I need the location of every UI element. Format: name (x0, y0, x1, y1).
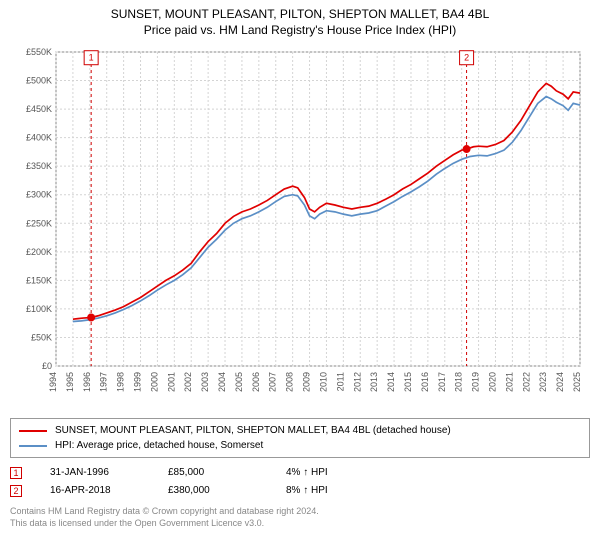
legend-label: HPI: Average price, detached house, Some… (55, 438, 263, 453)
line-chart-svg: £0 £50K £100K £150K £200K £250K £300K £350K £400… (10, 42, 588, 412)
x-tick-label: 2025 (572, 372, 582, 392)
marker-table: 1 31-JAN-1996 £85,000 4% ↑ HPI 2 16-APR-2018 £… (10, 464, 590, 500)
x-tick-label: 2019 (471, 372, 481, 392)
marker-number: 2 (464, 53, 469, 63)
x-tick-label: 2014 (386, 372, 396, 392)
footer-attribution: Contains HM Land Registry data © Crown c… (10, 506, 590, 529)
x-tick-label: 1995 (65, 372, 75, 392)
x-tick-label: 1998 (116, 372, 126, 392)
marker-table-date: 31-JAN-1996 (50, 464, 140, 482)
y-tick-label: £200K (26, 247, 52, 257)
marker-number: 1 (89, 53, 94, 63)
marker-dot (463, 145, 471, 153)
x-tick-label: 2006 (251, 372, 261, 392)
chart-area: £0 £50K £100K £150K £200K £250K £300K £350K £400… (10, 42, 588, 412)
marker-table-price: £85,000 (168, 464, 258, 482)
x-tick-label: 2023 (538, 372, 548, 392)
x-tick-label: 1994 (48, 372, 58, 392)
x-tick-label: 2000 (149, 372, 159, 392)
legend-swatch (19, 445, 47, 447)
marker-table-row: 1 31-JAN-1996 £85,000 4% ↑ HPI (10, 464, 590, 482)
x-tick-label: 2017 (437, 372, 447, 392)
title-line-1: SUNSET, MOUNT PLEASANT, PILTON, SHEPTON … (10, 6, 590, 22)
legend-swatch (19, 430, 47, 432)
x-tick-label: 2018 (454, 372, 464, 392)
x-tick-label: 2021 (504, 372, 514, 392)
x-tick-label: 2012 (352, 372, 362, 392)
legend-row: SUNSET, MOUNT PLEASANT, PILTON, SHEPTON … (19, 423, 581, 438)
y-tick-label: £100K (26, 304, 52, 314)
x-tick-label: 2016 (420, 372, 430, 392)
marker-dot (87, 314, 95, 322)
x-tick-label: 1996 (82, 372, 92, 392)
x-tick-label: 2009 (302, 372, 312, 392)
footer-line-2: This data is licensed under the Open Gov… (10, 518, 590, 530)
y-tick-label: £500K (26, 76, 52, 86)
y-tick-label: £0 (42, 361, 52, 371)
x-tick-label: 2022 (521, 372, 531, 392)
x-tick-label: 1999 (133, 372, 143, 392)
x-tick-label: 2015 (403, 372, 413, 392)
marker-table-num: 2 (10, 485, 22, 497)
x-tick-label: 1997 (99, 372, 109, 392)
x-tick-label: 2024 (555, 372, 565, 392)
y-tick-label: £250K (26, 219, 52, 229)
legend-box: SUNSET, MOUNT PLEASANT, PILTON, SHEPTON … (10, 418, 590, 458)
x-tick-label: 2001 (166, 372, 176, 392)
x-tick-label: 2003 (200, 372, 210, 392)
x-tick-label: 2020 (487, 372, 497, 392)
y-tick-label: £150K (26, 276, 52, 286)
x-tick-label: 2010 (318, 372, 328, 392)
legend-row: HPI: Average price, detached house, Some… (19, 438, 581, 453)
x-tick-label: 2002 (183, 372, 193, 392)
y-tick-label: £400K (26, 133, 52, 143)
y-tick-label: £300K (26, 190, 52, 200)
x-tick-label: 2011 (335, 372, 345, 391)
chart-container: SUNSET, MOUNT PLEASANT, PILTON, SHEPTON … (0, 0, 600, 560)
title-block: SUNSET, MOUNT PLEASANT, PILTON, SHEPTON … (10, 6, 590, 38)
marker-table-pct: 8% ↑ HPI (286, 482, 376, 500)
title-line-2: Price paid vs. HM Land Registry's House … (10, 22, 590, 38)
y-tick-label: £450K (26, 104, 52, 114)
y-tick-label: £50K (31, 333, 52, 343)
marker-table-date: 16-APR-2018 (50, 482, 140, 500)
x-tick-label: 2013 (369, 372, 379, 392)
x-tick-label: 2008 (285, 372, 295, 392)
x-tick-label: 2004 (217, 372, 227, 392)
y-tick-label: £350K (26, 162, 52, 172)
x-tick-label: 2005 (234, 372, 244, 392)
footer-line-1: Contains HM Land Registry data © Crown c… (10, 506, 590, 518)
marker-table-price: £380,000 (168, 482, 258, 500)
marker-table-pct: 4% ↑ HPI (286, 464, 376, 482)
marker-table-row: 2 16-APR-2018 £380,000 8% ↑ HPI (10, 482, 590, 500)
x-tick-label: 2007 (268, 372, 278, 392)
y-tick-label: £550K (26, 47, 52, 57)
legend-label: SUNSET, MOUNT PLEASANT, PILTON, SHEPTON … (55, 423, 451, 438)
marker-table-num: 1 (10, 467, 22, 479)
